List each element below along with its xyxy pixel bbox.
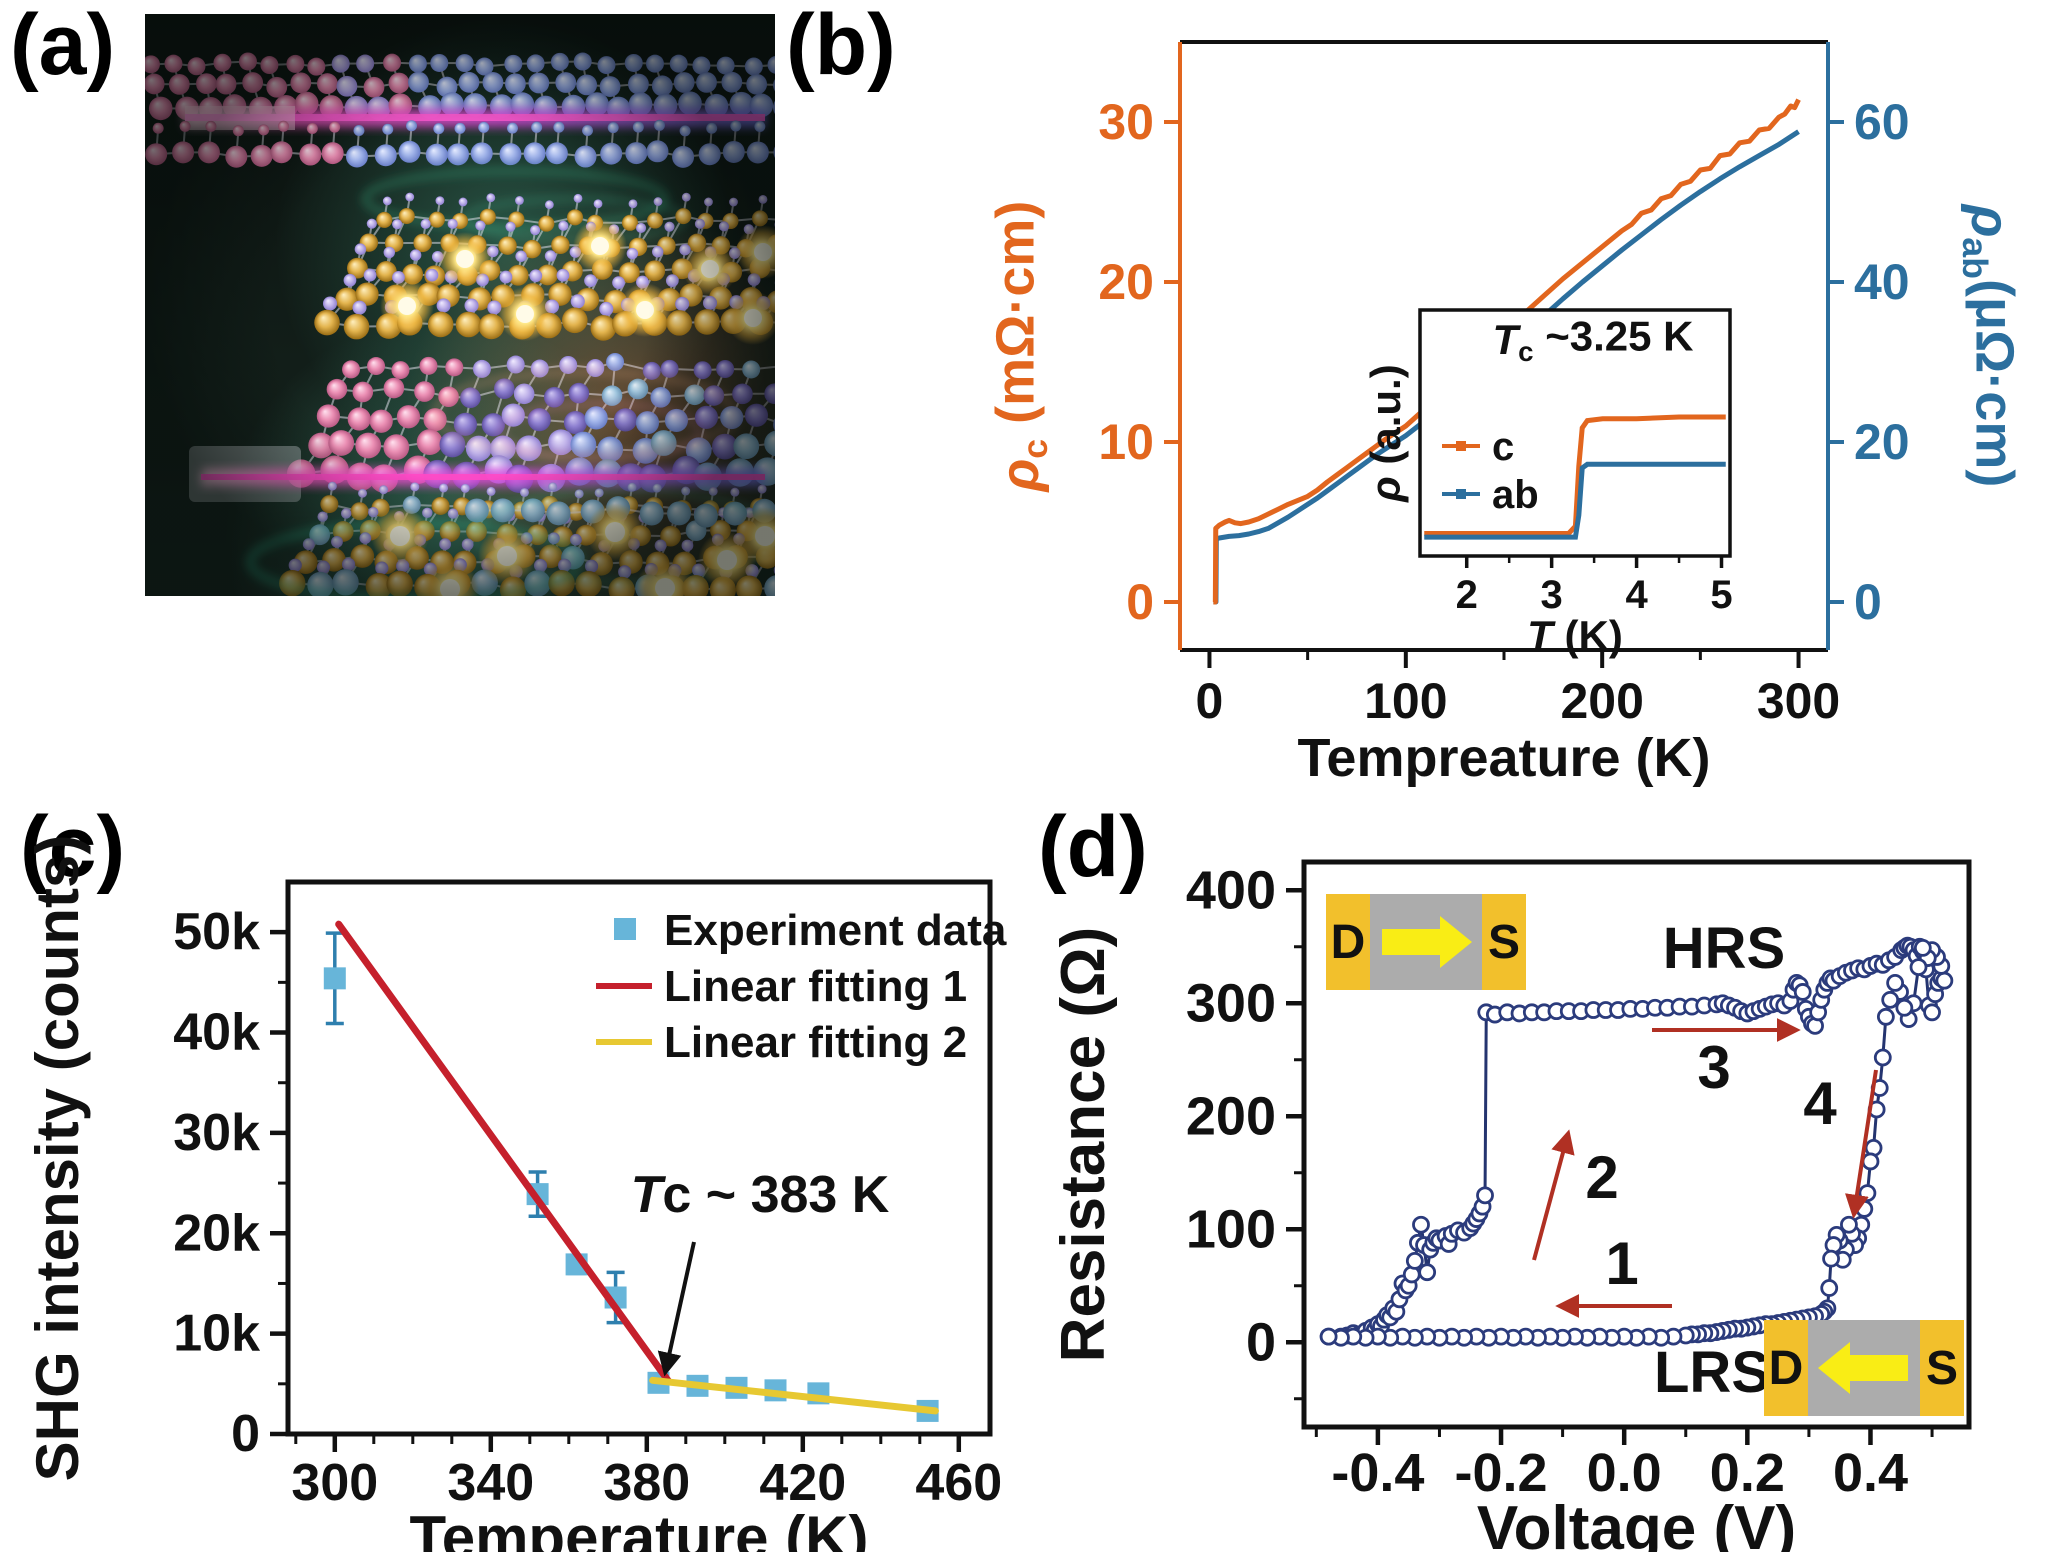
source-label: S	[1926, 1342, 1958, 1395]
inset-x-tick: 5	[1710, 573, 1732, 617]
x-tick-label: 0.4	[1833, 1443, 1908, 1503]
crystal-lattice-artwork	[145, 14, 775, 596]
resistance-voltage-chart: 0 100 200 300 400 -0.4 -0.2 0.0 0.2 0.4 Voltage (V…	[1049, 859, 1972, 1552]
x-tick-label: 460	[915, 1454, 1002, 1512]
panel-c-label: (c)	[20, 799, 126, 895]
y-tick-label: 20k	[173, 1204, 260, 1262]
right-tick-label: 40	[1854, 254, 1910, 310]
hrs-label: HRS	[1663, 916, 1785, 981]
legend-label: Experiment data	[664, 906, 1007, 955]
y-tick-label: 300	[1186, 973, 1276, 1033]
x-tick-label: 0.2	[1710, 1443, 1785, 1503]
x-tick-label: 420	[759, 1454, 846, 1512]
x-tick-label: -0.2	[1455, 1443, 1548, 1503]
sweep-arrow-4	[1845, 1069, 1878, 1219]
x-tick-label: 100	[1364, 673, 1447, 729]
shg-intensity-chart: 0 10k 20k 30k 40k 50k 300 340 380 420 460 Temperatu…	[24, 835, 1007, 1552]
source-label: S	[1488, 916, 1520, 969]
annotation-arrow	[657, 1241, 696, 1377]
inset-series-ab	[1424, 461, 1726, 540]
left-tick-label: 0	[1126, 574, 1154, 630]
fit-line-2	[649, 1376, 939, 1415]
x-axis-title: Tempreature (K)	[1297, 728, 1710, 788]
drain-label: D	[1769, 1342, 1804, 1395]
panel-d-label: (d)	[1038, 799, 1148, 895]
x-tick-label: -0.4	[1331, 1443, 1424, 1503]
inset-x-tick: 3	[1541, 573, 1563, 617]
x-tick-label: 300	[1757, 673, 1840, 729]
inset-x-tick: 2	[1456, 573, 1478, 617]
y-tick-label: 10k	[173, 1305, 260, 1363]
x-axis-title: Voltage (V)	[1477, 1494, 1796, 1552]
sweep-label-3: 3	[1697, 1034, 1730, 1101]
plot-d: 0 100 200 300 400 -0.4 -0.2 0.0 0.2 0.4 Voltage (V…	[1049, 859, 1972, 1552]
x-tick-label: 300	[291, 1454, 378, 1512]
y-tick-label: 40k	[173, 1004, 260, 1062]
x-tick-label: 380	[603, 1454, 690, 1512]
axes-box	[1301, 859, 1972, 1430]
inset-series-c	[1424, 414, 1726, 536]
sweep-label-1: 1	[1605, 1230, 1638, 1297]
x-axis-title: Temperature (K)	[410, 1504, 869, 1552]
left-tick-label: 20	[1098, 254, 1154, 310]
y-tick-label: 100	[1186, 1199, 1276, 1259]
fit-line-1	[335, 920, 672, 1385]
legend-label: Linear fitting 2	[664, 1018, 967, 1067]
left-tick-label: 30	[1098, 94, 1154, 150]
panel-a-label: (a)	[10, 0, 116, 93]
inset-title: Tc ~3.25 K	[1492, 312, 1693, 367]
y-tick-label: 50k	[173, 903, 260, 961]
inset-superconducting-transition: Tc ~3.25 K 2 3 4 5 T (K) ρ (a.u.) cab	[1362, 308, 1733, 659]
sweep-label-4: 4	[1803, 1070, 1837, 1137]
x-tick-label: 340	[447, 1454, 534, 1512]
y-axis-title: SHG intensity (counts)	[24, 835, 91, 1482]
sweep-arrow-2	[1532, 1129, 1575, 1261]
data-square	[323, 967, 346, 990]
axes-box	[285, 879, 993, 1437]
x-tick-label: 0	[1196, 673, 1224, 729]
inset-y-title: ρ (a.u.)	[1362, 364, 1409, 502]
x-tick-label: 200	[1560, 673, 1643, 729]
drain-label: D	[1331, 916, 1366, 969]
legend-label: Linear fitting 1	[664, 962, 967, 1011]
y-tick-label: 400	[1186, 860, 1276, 920]
inset-x-title: T (K)	[1527, 612, 1623, 659]
current-arrow-right-icon	[1440, 916, 1472, 968]
lrs-label: LRS	[1654, 1340, 1770, 1405]
hysteresis-markers	[1319, 936, 1954, 1347]
right-tick-label: 60	[1854, 94, 1910, 150]
y-tick-label: 30k	[173, 1104, 260, 1162]
right-tick-label: 20	[1854, 414, 1910, 470]
plot-c: 0 10k 20k 30k 40k 50k 300 340 380 420 460 Temperatu…	[24, 835, 1007, 1552]
right-axis-title: ρab(μΩ·cm)	[1955, 203, 2025, 488]
current-arrow-left-icon	[1818, 1342, 1850, 1394]
inset-legend-label: ab	[1492, 473, 1539, 517]
inset-legend-label: c	[1492, 425, 1514, 469]
panel-b-label: (b)	[786, 0, 896, 93]
series-rho-ab	[1213, 129, 1800, 605]
x-tick-label: 0.0	[1587, 1443, 1662, 1503]
y-tick-label: 200	[1186, 1086, 1276, 1146]
left-axis-title: ρc (mΩ·cm)	[985, 201, 1055, 494]
left-tick-label: 10	[1098, 414, 1154, 470]
sweep-label-2: 2	[1585, 1144, 1618, 1211]
inset-x-tick: 4	[1625, 573, 1648, 617]
right-tick-label: 0	[1854, 574, 1882, 630]
y-tick-label: 0	[231, 1405, 260, 1463]
vignette	[145, 14, 775, 596]
tc-annotation: Tc ~ 383 K	[631, 1166, 890, 1224]
y-axis-title: Resistance (Ω)	[1049, 927, 1118, 1363]
y-tick-label: 0	[1246, 1312, 1276, 1372]
